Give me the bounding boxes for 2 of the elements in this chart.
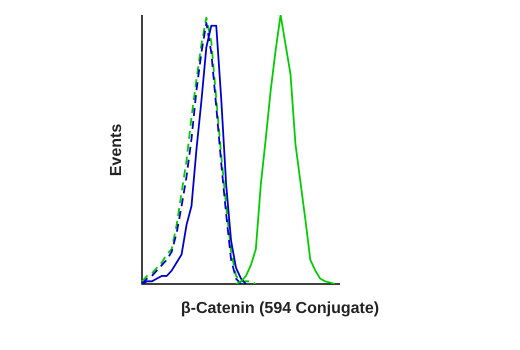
x-axis-title: β-Catenin (594 Conjugate) [180, 300, 380, 318]
y-axis-title: Events [108, 124, 126, 176]
